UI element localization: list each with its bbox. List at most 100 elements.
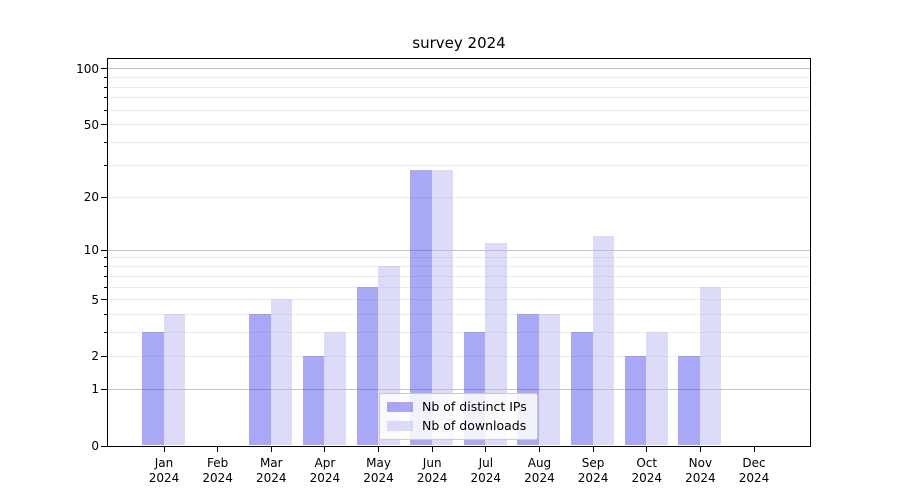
bar-sep-downloads xyxy=(592,235,615,446)
bar-apr-downloads xyxy=(324,332,346,446)
x-tick-label-year: 2024 xyxy=(202,471,233,485)
y-minor-tick-mark xyxy=(104,142,107,144)
x-tick-label-month: Dec xyxy=(742,456,766,470)
y-tick-label: 0 xyxy=(91,439,99,453)
chart-title: survey 2024 xyxy=(412,34,506,52)
x-tick-label-month: Nov xyxy=(688,456,713,470)
legend: Nb of distinct IPs Nb of downloads xyxy=(379,393,538,440)
x-tick-label-month: Jan xyxy=(154,456,174,470)
y-tick-mark xyxy=(101,68,107,70)
y-minor-tick-mark xyxy=(104,196,107,198)
y-minor-tick-mark xyxy=(104,124,107,126)
x-tick-label: Aug 2024 xyxy=(512,456,566,486)
plot-area xyxy=(106,57,811,447)
y-tick-mark xyxy=(101,445,107,447)
x-tick-label: May 2024 xyxy=(352,456,406,486)
x-tick-label: Apr 2024 xyxy=(298,456,352,486)
x-tick-label: Jun 2024 xyxy=(405,456,459,486)
legend-swatch-downloads xyxy=(387,420,413,431)
y-minor-tick-mark xyxy=(104,164,107,166)
minor-gridline xyxy=(107,314,810,316)
x-tick-mark xyxy=(592,447,594,452)
bar-oct-distinct-ips xyxy=(624,355,647,446)
minor-gridline xyxy=(107,266,810,267)
y-tick-label: 1 xyxy=(91,382,99,397)
y-minor-tick-mark xyxy=(104,109,107,111)
x-tick-label-year: 2024 xyxy=(685,471,716,485)
minor-gridline xyxy=(107,299,810,301)
x-tick-mark xyxy=(431,447,433,452)
x-tick-mark xyxy=(217,447,219,452)
y-minor-tick-mark xyxy=(104,77,107,78)
y-tick-label: 20 xyxy=(83,190,99,205)
minor-gridline xyxy=(107,97,810,99)
y-minor-tick-mark xyxy=(104,299,107,301)
bar-aug-downloads xyxy=(538,314,561,446)
bar-sep-distinct-ips xyxy=(571,332,593,446)
legend-label-distinct-ips: Nb of distinct IPs xyxy=(422,399,527,414)
x-tick-label: Sep 2024 xyxy=(566,456,620,486)
x-tick-label-year: 2024 xyxy=(309,471,341,485)
x-tick-label-year: 2024 xyxy=(524,471,555,485)
x-tick-mark xyxy=(378,447,380,452)
x-tick-label-month: Oct xyxy=(636,456,658,470)
bar-oct-downloads xyxy=(646,332,668,446)
x-tick-label-month: Feb xyxy=(207,456,229,470)
major-gridline xyxy=(107,388,810,390)
x-tick-mark xyxy=(324,447,326,452)
x-tick-mark xyxy=(699,447,701,452)
legend-swatch-distinct-ips xyxy=(387,401,413,412)
y-tick-label: 50 xyxy=(83,117,99,132)
x-tick-label-month: Sep xyxy=(581,456,605,470)
y-minor-tick-mark xyxy=(104,257,107,259)
legend-item-downloads: Nb of downloads xyxy=(387,418,527,433)
x-tick-mark xyxy=(538,447,540,452)
minor-gridline xyxy=(107,86,810,88)
y-minor-tick-mark xyxy=(104,314,107,316)
x-tick-mark xyxy=(270,447,272,452)
x-tick-label: Nov 2024 xyxy=(673,456,727,486)
y-minor-tick-mark xyxy=(104,286,107,288)
x-tick-label: Oct 2024 xyxy=(620,456,674,486)
bar-mar-downloads xyxy=(270,299,293,446)
x-tick-label-year: 2024 xyxy=(255,471,287,485)
x-tick-label: Mar 2024 xyxy=(244,456,298,486)
x-tick-label-year: 2024 xyxy=(577,471,609,485)
bar-apr-distinct-ips xyxy=(302,355,325,446)
x-tick-label-year: 2024 xyxy=(416,471,448,485)
y-tick-label: 5 xyxy=(91,292,99,307)
x-tick-label-month: Jun xyxy=(422,456,442,470)
y-tick-label: 2 xyxy=(91,349,99,364)
x-tick-label-month: Jul xyxy=(478,456,494,470)
minor-gridline xyxy=(107,355,810,357)
y-tick-mark xyxy=(101,249,107,251)
x-tick-label: Jul 2024 xyxy=(459,456,513,486)
y-minor-tick-mark xyxy=(104,86,107,88)
y-tick-label: 10 xyxy=(83,243,99,258)
minor-gridline xyxy=(107,286,810,288)
bar-jan-distinct-ips xyxy=(142,332,164,446)
x-tick-label-year: 2024 xyxy=(363,471,394,485)
bar-jun-downloads xyxy=(431,170,454,446)
x-tick-label-year: 2024 xyxy=(148,471,180,485)
x-tick-label-month: Aug xyxy=(527,456,552,470)
x-tick-label-year: 2024 xyxy=(631,471,662,485)
minor-gridline xyxy=(107,332,810,334)
y-minor-tick-mark xyxy=(104,97,107,99)
minor-gridline xyxy=(107,77,810,78)
major-gridline xyxy=(107,249,810,251)
bar-jun-distinct-ips xyxy=(410,170,432,446)
bar-mar-distinct-ips xyxy=(249,314,271,446)
minor-gridline xyxy=(107,257,810,259)
x-tick-mark xyxy=(753,447,755,452)
x-tick-label-year: 2024 xyxy=(738,471,770,485)
minor-gridline xyxy=(107,164,810,166)
x-tick-label: Jan 2024 xyxy=(137,456,191,486)
x-tick-mark xyxy=(646,447,648,452)
legend-item-distinct-ips: Nb of distinct IPs xyxy=(387,399,527,414)
minor-gridline xyxy=(107,124,810,126)
y-tick-label: 100 xyxy=(76,61,99,76)
minor-gridline xyxy=(107,196,810,198)
y-minor-tick-mark xyxy=(104,355,107,357)
